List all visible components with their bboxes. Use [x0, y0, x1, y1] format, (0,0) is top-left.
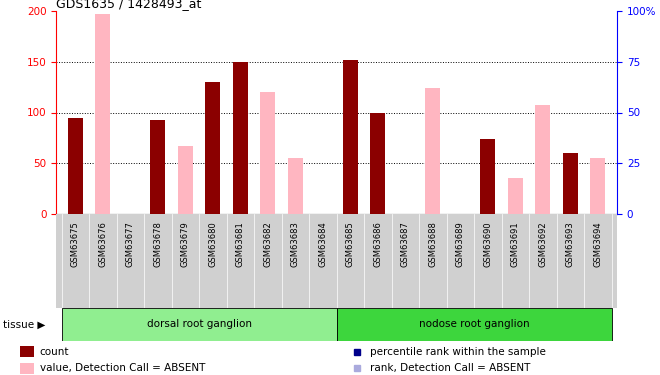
- Text: GSM63687: GSM63687: [401, 221, 410, 267]
- Bar: [535, 105, 550, 214]
- Bar: [150, 120, 166, 214]
- Text: GSM63694: GSM63694: [593, 221, 603, 267]
- Text: GDS1635 / 1428493_at: GDS1635 / 1428493_at: [56, 0, 201, 10]
- Bar: [508, 178, 523, 214]
- Text: GSM63686: GSM63686: [374, 221, 382, 267]
- Text: GSM63679: GSM63679: [181, 221, 190, 267]
- Bar: [178, 146, 193, 214]
- Bar: [205, 82, 220, 214]
- Bar: [337, 308, 612, 341]
- Text: GSM63682: GSM63682: [263, 221, 273, 267]
- Text: GSM63680: GSM63680: [209, 221, 217, 267]
- Text: nodose root ganglion: nodose root ganglion: [419, 320, 529, 329]
- Text: GSM63685: GSM63685: [346, 221, 355, 267]
- Text: GSM63678: GSM63678: [153, 221, 162, 267]
- Text: rank, Detection Call = ABSENT: rank, Detection Call = ABSENT: [370, 363, 530, 374]
- Text: tissue ▶: tissue ▶: [3, 320, 46, 329]
- Bar: [20, 363, 34, 374]
- Text: GSM63690: GSM63690: [483, 221, 492, 267]
- Text: GSM63693: GSM63693: [566, 221, 575, 267]
- Bar: [590, 158, 605, 214]
- Bar: [425, 88, 440, 214]
- Text: GSM63681: GSM63681: [236, 221, 245, 267]
- Bar: [288, 158, 303, 214]
- Bar: [233, 62, 248, 214]
- Text: GSM63676: GSM63676: [98, 221, 108, 267]
- Bar: [563, 153, 578, 214]
- Text: GSM63692: GSM63692: [539, 221, 547, 267]
- Text: GSM63684: GSM63684: [318, 221, 327, 267]
- Bar: [343, 60, 358, 214]
- Bar: [20, 346, 34, 357]
- Bar: [61, 308, 337, 341]
- Text: percentile rank within the sample: percentile rank within the sample: [370, 346, 545, 357]
- Bar: [68, 118, 83, 214]
- Bar: [260, 92, 275, 214]
- Text: value, Detection Call = ABSENT: value, Detection Call = ABSENT: [40, 363, 205, 374]
- Bar: [370, 112, 385, 214]
- Text: GSM63683: GSM63683: [291, 221, 300, 267]
- Bar: [95, 14, 110, 214]
- Text: GSM63675: GSM63675: [71, 221, 80, 267]
- Text: dorsal root ganglion: dorsal root ganglion: [147, 320, 251, 329]
- Text: count: count: [40, 346, 69, 357]
- Text: GSM63689: GSM63689: [456, 221, 465, 267]
- Text: GSM63677: GSM63677: [126, 221, 135, 267]
- Text: GSM63688: GSM63688: [428, 221, 438, 267]
- Bar: [480, 139, 496, 214]
- Text: GSM63691: GSM63691: [511, 221, 520, 267]
